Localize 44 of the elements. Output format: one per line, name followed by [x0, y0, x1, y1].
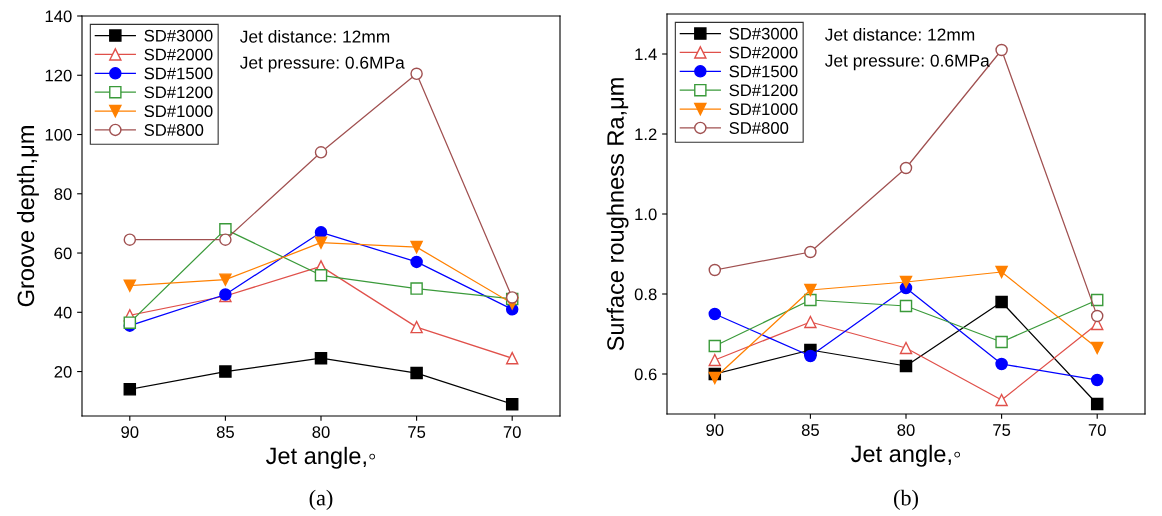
x-tick-label: 70	[503, 426, 521, 438]
annotation: Jet pressure: 0.6MPa	[825, 54, 990, 71]
text: (b)	[894, 489, 918, 510]
x-tick-label: 80	[312, 426, 330, 438]
y-tick-label: 0.8	[634, 288, 657, 301]
y-axis-title: Surface roughness Ra,μm	[606, 78, 629, 351]
x-axis-title: Jet angle,◦	[265, 446, 376, 469]
legend-label: SD#2000	[729, 46, 798, 59]
x-tick-label: 90	[121, 426, 139, 438]
annotation: Jet distance: 12mm	[240, 30, 390, 43]
y-tick-label: 20	[54, 365, 72, 378]
y-tick-label: 1.2	[635, 128, 657, 141]
y-tick-label: 100	[45, 128, 72, 141]
legend-label: SD#1000	[729, 103, 798, 116]
annotation: Jet distance: 12mm	[825, 28, 975, 41]
legend-label: SD#2000	[144, 48, 213, 61]
y-axis-title: Groove depth,μm	[16, 126, 39, 307]
text: (a)	[309, 489, 333, 510]
legend-label: SD#1500	[144, 67, 213, 80]
legend-label: SD#1200	[729, 84, 798, 97]
legend-label: SD#1500	[729, 65, 798, 78]
x-tick-label: 85	[801, 424, 819, 436]
y-tick-label: 1.0	[635, 208, 657, 221]
y-tick-label: 80	[54, 188, 72, 200]
y-tick-label: 0.6	[634, 368, 657, 381]
legend-label: SD#3000	[144, 29, 213, 42]
legend-label: SD#800	[144, 124, 204, 136]
x-tick-label: 80	[897, 424, 915, 436]
annotation: Jet pressure: 0.6MPa	[240, 56, 405, 73]
y-tick-label: 120	[45, 69, 72, 82]
x-tick-label: 70	[1088, 424, 1106, 436]
y-tick-label: 1.4	[635, 48, 657, 61]
legend-label: SD#800	[729, 122, 789, 134]
x-tick-label: 75	[408, 426, 426, 438]
x-tick-label: 75	[993, 424, 1011, 436]
x-tick-label: 90	[706, 424, 724, 436]
x-tick-label: 85	[216, 426, 234, 438]
legend-label: SD#1000	[144, 105, 213, 118]
x-axis-title: Jet angle,◦	[850, 444, 961, 467]
legend-label: SD#1200	[144, 86, 213, 99]
y-tick-label: 140	[45, 10, 72, 23]
y-tick-label: 40	[54, 306, 72, 319]
y-tick-label: 60	[54, 247, 72, 260]
legend-label: SD#3000	[729, 27, 798, 40]
